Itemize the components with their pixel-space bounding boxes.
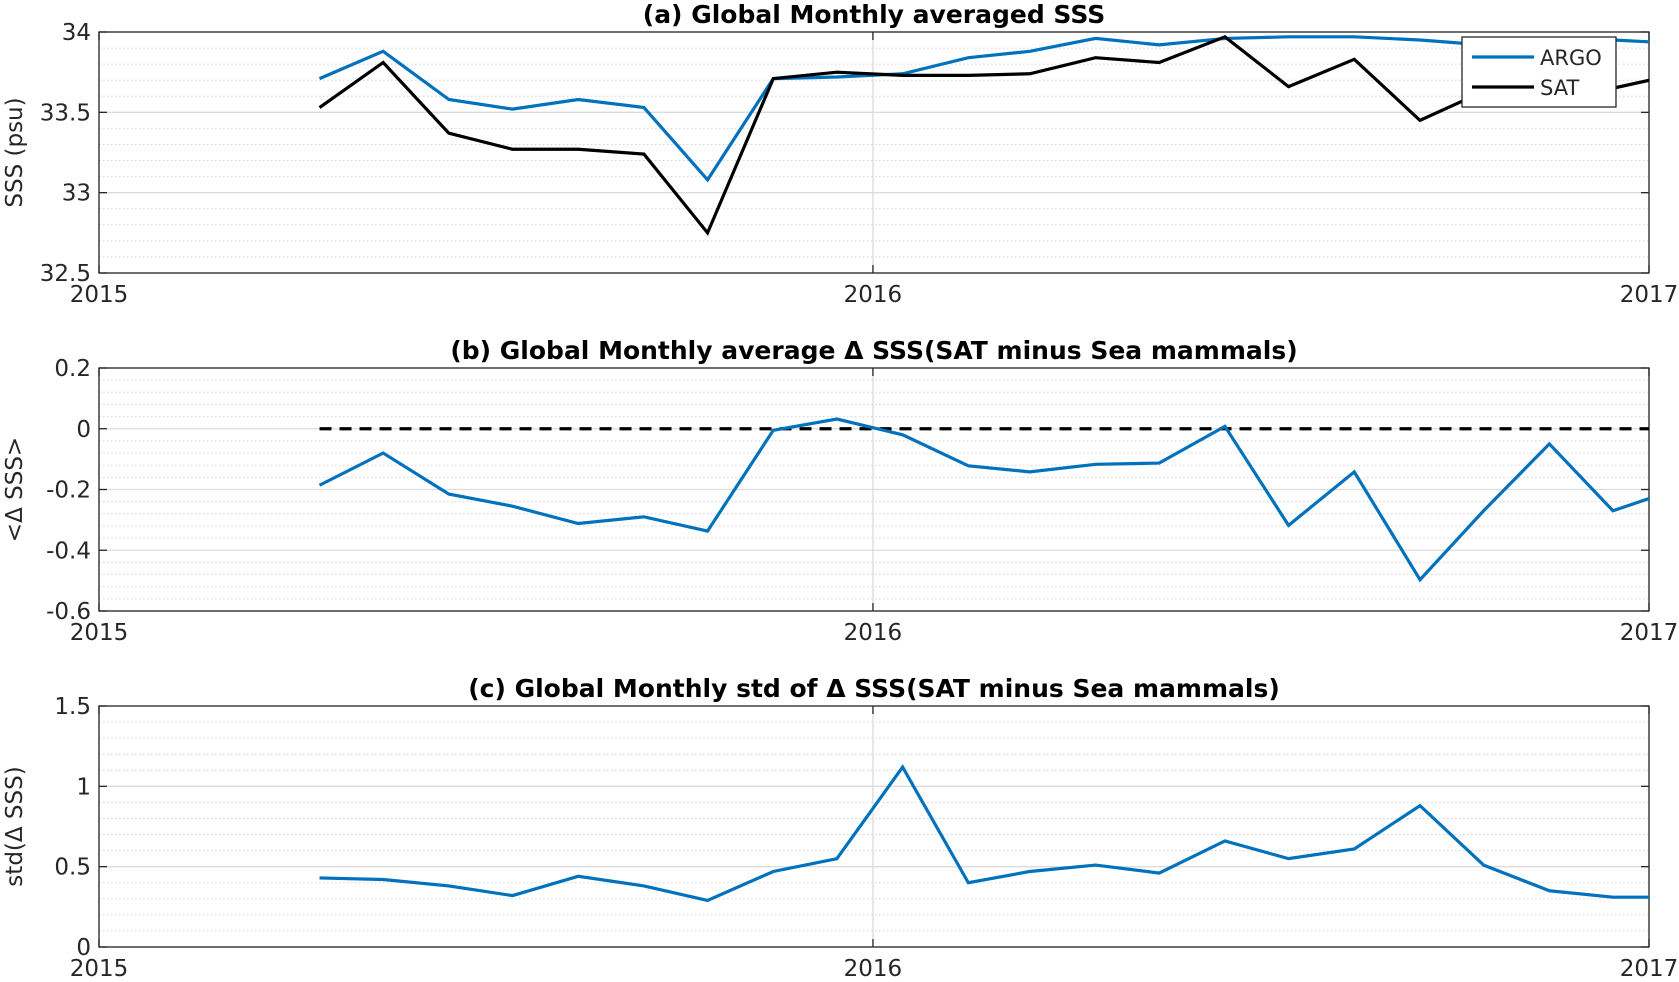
x-tick-label: 2015 <box>70 956 129 982</box>
y-tick-label: -0.6 <box>46 599 91 625</box>
y-tick-label: 1.5 <box>54 694 91 720</box>
y-tick-label: 1 <box>76 774 91 800</box>
y-tick-label: 0.5 <box>54 855 91 881</box>
y-axis-label: SSS (psu) <box>2 97 28 207</box>
chart-title: (b) Global Monthly average Δ SSS(SAT min… <box>450 336 1297 365</box>
y-tick-label: 32.5 <box>40 261 91 287</box>
legend-label: ARGO <box>1540 46 1602 70</box>
panel-b: -0.6 -0.4 -0.2 0 0.2 2015 2016 2017 (b) Global M… <box>2 336 1679 646</box>
y-axis-label: <Δ SSS> <box>2 437 28 542</box>
series-line-argo <box>318 35 1649 183</box>
x-tick-label: 2015 <box>70 620 129 646</box>
y-tick-label: -0.4 <box>46 538 91 564</box>
series-line-delta-sss <box>318 417 1649 583</box>
y-tick-label: 0.2 <box>54 356 91 382</box>
y-tick-label: -0.2 <box>46 478 91 504</box>
legend: ARGO SAT <box>1461 36 1617 108</box>
y-tick-label: 34 <box>62 20 91 46</box>
series-line-delta-sss <box>319 764 1649 903</box>
x-tick-label: 2017 <box>1620 620 1679 646</box>
x-tick-label: 2017 <box>1620 956 1679 982</box>
y-axis-label: std(Δ SSS) <box>2 766 28 886</box>
x-tick-label: 2016 <box>844 282 903 308</box>
x-tick-label: 2016 <box>844 956 903 982</box>
chart-title: (a) Global Monthly averaged SSS <box>643 0 1105 29</box>
axes-box <box>98 31 1650 274</box>
x-tick-label: 2016 <box>844 620 903 646</box>
panel-c: 0 0.5 1 1.5 2015 2016 2017 (c) Global Monthly s… <box>2 674 1679 982</box>
legend-label: SAT <box>1540 76 1579 100</box>
chart-title: (c) Global Monthly std of Δ SSS(SAT minu… <box>468 674 1280 703</box>
y-tick-label: 33.5 <box>40 100 91 126</box>
y-tick-label: 0 <box>76 417 91 443</box>
legend-box <box>1461 36 1617 108</box>
y-tick-label: 0 <box>76 935 91 961</box>
x-tick-label: 2015 <box>70 282 129 308</box>
x-tick-label: 2017 <box>1620 282 1679 308</box>
y-tick-label: 33 <box>62 181 91 207</box>
axes-box <box>98 705 1650 948</box>
panel-a: 32.5 33 33.5 34 2015 2016 2017 (a) Global Month… <box>2 0 1679 308</box>
series-line-sat <box>318 34 1649 236</box>
